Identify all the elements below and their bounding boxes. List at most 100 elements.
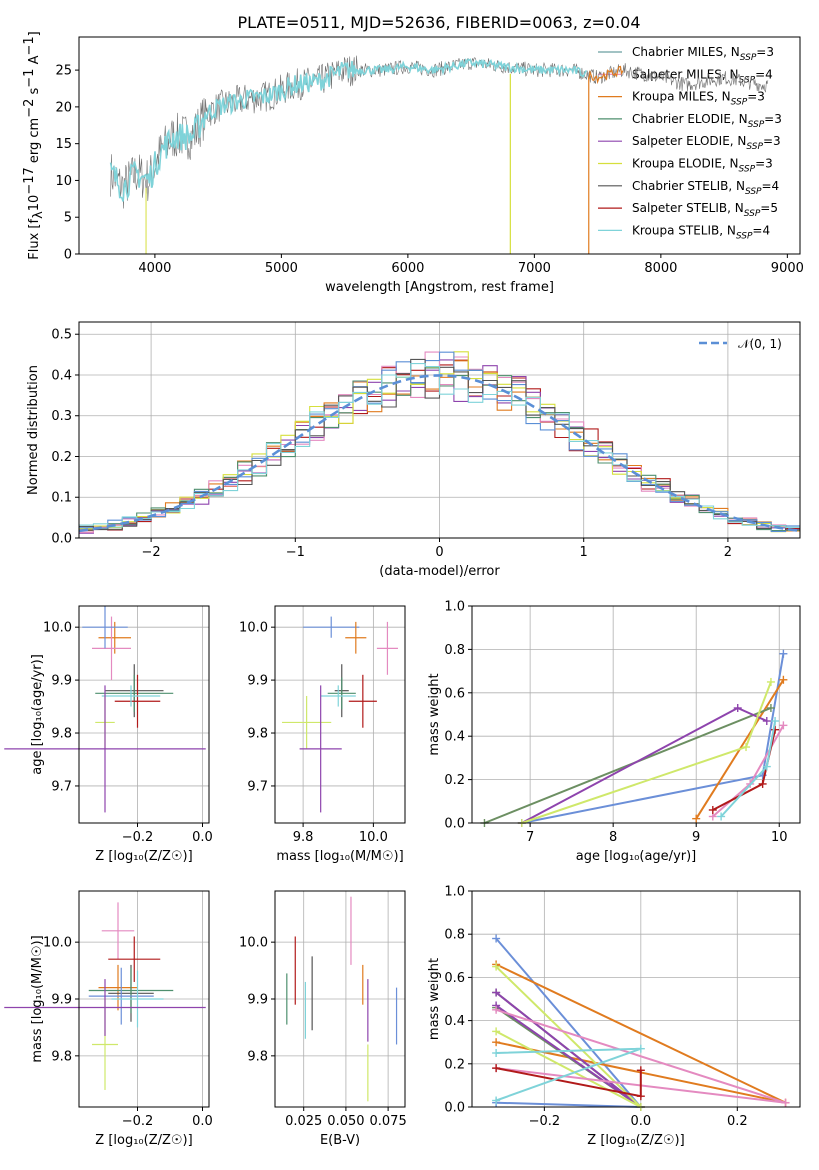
x-tick-label: 2 (724, 545, 732, 560)
panel-1: 4000 5000 6000 7000 8000 9000 0 5 10 15 20 25 wavele… (22, 31, 804, 295)
histogram-step (79, 363, 800, 528)
legend-label-tail: =3 (756, 45, 774, 59)
y-tick-label: 0.4 (444, 730, 465, 745)
legend-label-main: Kroupa STELIB, N (632, 223, 736, 237)
y-axis-label: mass [log₁₀(M/M☉)] (30, 935, 45, 1062)
legend-label: Salpeter STELIB, NSSP=5 (632, 201, 778, 219)
y-tick-label: 15 (55, 137, 72, 152)
y-tick-label: 0.4 (51, 368, 72, 383)
y-tick-label: 20 (55, 100, 72, 115)
panel-7: 0.025 0.050 0.075 9.8 9.9 10.0 E(B-V) (239, 890, 407, 1148)
y-tick-label: 10.0 (239, 621, 268, 636)
panel-6: −0.2 0.0 9.8 9.9 10.0 Z [log₁₀(Z/Z☉)] mass [lo… (4, 890, 213, 1148)
gaussian-curve (78, 374, 801, 533)
legend-label-sub: SSP (740, 53, 757, 63)
x-tick-label: 9.8 (293, 830, 314, 845)
legend-label: Kroupa MILES, NSSP=3 (632, 90, 765, 108)
legend-label-main: Chabrier MILES, N (632, 45, 740, 59)
legend-label: 𝒩(0, 1) (738, 337, 782, 351)
x-tick-label: 0 (435, 545, 443, 560)
legend-label-sub: SSP (739, 75, 756, 85)
y-tick-label: 10 (55, 174, 72, 189)
legend-label-main: Kroupa MILES, N (632, 90, 731, 104)
y-tick-label: 9.8 (247, 1049, 268, 1064)
y-tick-label: 9.8 (247, 727, 268, 742)
y-axis-label: Flux [fλ10−17 erg cm−2 s−1 A−1] (22, 31, 46, 259)
x-axis-label: E(B-V) (320, 1133, 360, 1148)
x-tick-label: −1 (286, 545, 305, 560)
y-tick-label: 0.0 (51, 532, 72, 547)
legend-label-main: Chabrier ELODIE, N (632, 112, 748, 126)
y-tick-label: 9.9 (247, 993, 268, 1008)
legend-label: Chabrier ELODIE, NSSP=3 (632, 112, 782, 130)
x-axis-label: mass [log₁₀(M/M☉)] (276, 849, 403, 864)
x-tick-label: 0.0 (630, 1114, 651, 1129)
y-axis-label-part: 10 (27, 195, 42, 212)
legend-label-main: Salpeter ELODIE, N (632, 134, 746, 148)
legend-label: Chabrier STELIB, NSSP=4 (632, 179, 779, 197)
y-tick-label: 9.7 (247, 779, 268, 794)
legend-label-tail: =3 (763, 134, 781, 148)
histogram-step (79, 358, 800, 531)
y-axis-label: mass weight (427, 673, 442, 755)
x-tick-label: 0.2 (727, 1114, 748, 1129)
x-axis-label: (data-model)/error (379, 564, 500, 579)
model-spectrum (588, 65, 624, 85)
histogram-step (79, 351, 800, 532)
x-tick-label: 0.0 (192, 1114, 213, 1129)
legend-label: Kroupa ELODIE, NSSP=3 (632, 157, 773, 175)
y-tick-label: 9.9 (247, 674, 268, 689)
y-tick-label: 9.8 (51, 1049, 72, 1064)
y-tick-label: 9.9 (51, 674, 72, 689)
y-tick-label: 1.0 (444, 885, 465, 900)
y-tick-label: 9.8 (51, 727, 72, 742)
y-tick-label: 0.2 (51, 450, 72, 465)
x-axis-label: age [log₁₀(age/yr)] (576, 849, 697, 864)
legend-label-main: Kroupa ELODIE, N (632, 157, 739, 171)
y-tick-label: 10.0 (43, 936, 72, 951)
axes-frame (274, 890, 406, 1108)
x-tick-label: 10.0 (359, 830, 388, 845)
legend-label-sub: SSP (748, 120, 765, 130)
panel-8: −0.2 0.0 0.2 0.0 0.2 0.4 0.6 0.8 1.0 Z [log₁₀(Z/Z… (427, 885, 801, 1148)
model-spectrum (109, 58, 588, 202)
x-tick-label: 9000 (771, 261, 804, 276)
y-tick-label: 0.2 (444, 1057, 465, 1072)
legend-label-tail: =3 (747, 90, 765, 104)
x-tick-label: 6000 (391, 261, 424, 276)
legend-label: Kroupa STELIB, NSSP=4 (632, 223, 770, 241)
y-axis-label-part: λ (31, 211, 46, 219)
y-axis-label-part: −2 (22, 99, 37, 118)
y-axis-label-part: −1 (22, 69, 37, 88)
x-tick-label: −0.2 (122, 830, 154, 845)
x-tick-label: 10 (771, 830, 788, 845)
x-axis-label: Z [log₁₀(Z/Z☉)] (587, 1133, 684, 1148)
legend-label-sub: SSP (746, 142, 763, 152)
legend-label-tail: =4 (752, 223, 770, 237)
y-tick-label: 0.1 (51, 491, 72, 506)
axes-frame (78, 321, 801, 539)
y-tick-label: 0.2 (444, 773, 465, 788)
legend-label-tail: =4 (755, 67, 773, 81)
legend-label-sub: SSP (739, 165, 756, 175)
y-tick-label: 5 (64, 211, 72, 226)
legend-label-tail: =3 (755, 157, 773, 171)
y-tick-label: 0.8 (444, 643, 465, 658)
legend-label: Salpeter ELODIE, NSSP=3 (632, 134, 781, 152)
legend-label: Chabrier MILES, NSSP=3 (632, 45, 774, 63)
x-tick-label: −0.2 (529, 1114, 561, 1129)
y-tick-label: 0.6 (444, 686, 465, 701)
y-tick-label: 0.4 (444, 1014, 465, 1029)
x-tick-label: 5000 (265, 261, 298, 276)
weight-line (521, 653, 785, 824)
legend-label-main: Chabrier STELIB, N (632, 179, 745, 193)
x-tick-label: −0.2 (122, 1114, 154, 1129)
y-tick-label: 0.6 (444, 971, 465, 986)
panel-5: 7 8 9 10 0.0 0.2 0.4 0.6 0.8 1.0 age [log₁₀(age/yr… (427, 600, 801, 864)
y-tick-label: 0.8 (444, 928, 465, 943)
legend-label-main: Salpeter STELIB, N (632, 201, 744, 215)
axes-frame (78, 36, 801, 255)
y-axis-label-part: A (27, 55, 42, 68)
